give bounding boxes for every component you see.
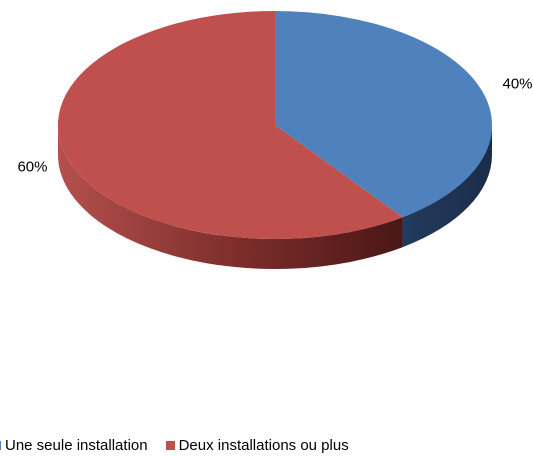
legend-label: Deux installations ou plus (178, 437, 349, 454)
legend-swatch (0, 441, 1, 450)
legend-item-deux-installations-ou-plus: Deux installations ou plus (165, 437, 349, 454)
pie-slice-une-seule-installation (275, 11, 492, 218)
legend: Une seule installation Deux installation… (0, 437, 367, 454)
legend-item-une-seule-installation: Une seule installation (0, 437, 148, 454)
legend-swatch (165, 441, 175, 450)
data-label: 60% (17, 158, 47, 175)
pie-slice-side (402, 125, 492, 248)
pie-slice-deux-installations-ou-plus (58, 11, 403, 239)
data-label: 40% (503, 76, 533, 93)
pie-slice-side (58, 125, 403, 269)
legend-label: Une seule installation (5, 437, 148, 454)
